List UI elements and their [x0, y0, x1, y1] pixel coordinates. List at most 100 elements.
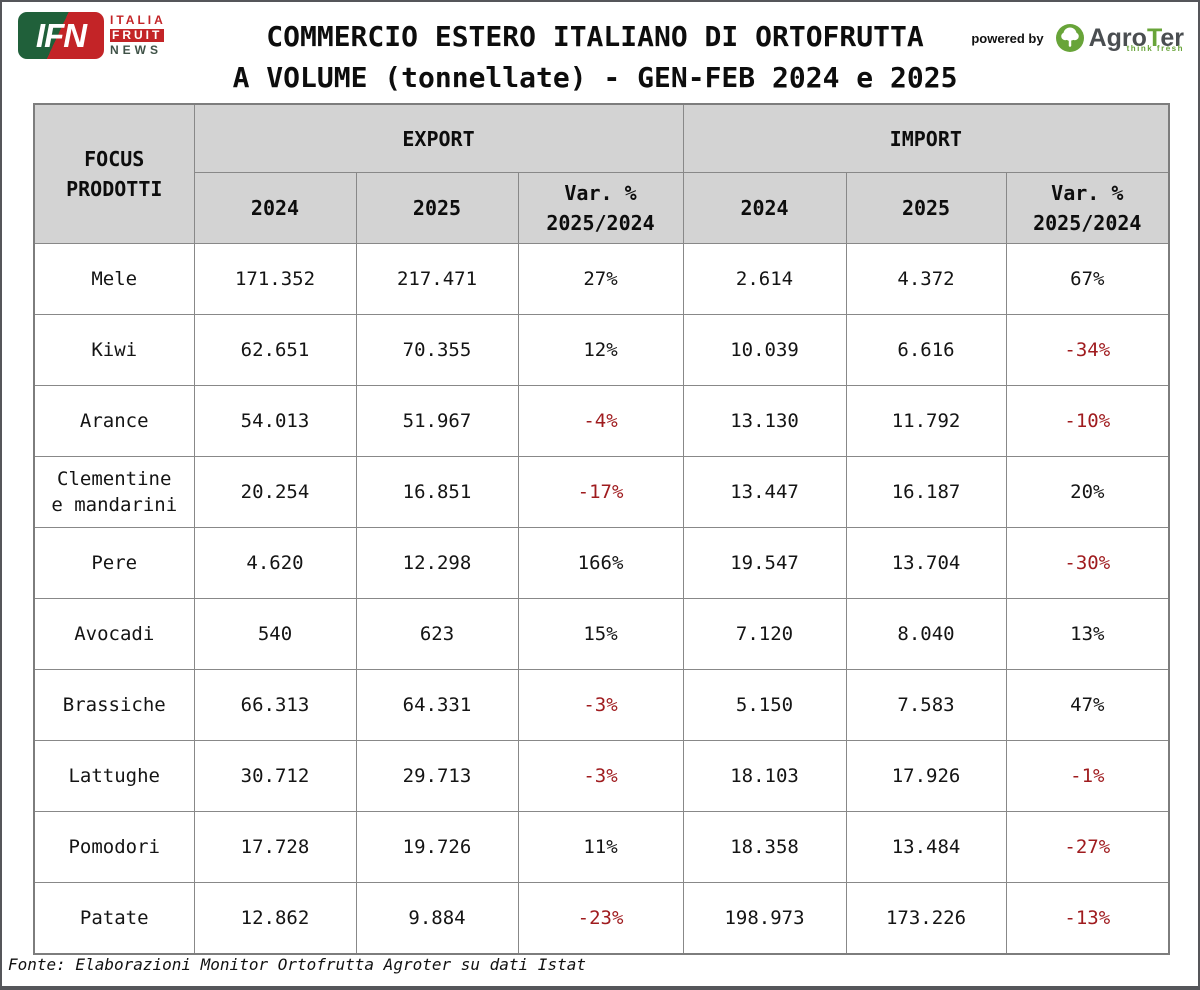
ifn-italia-label: ITALIA: [110, 13, 166, 27]
header-bar: IFN ITALIA FRUIT NEWS COMMERCIO ESTERO I…: [2, 2, 1198, 103]
table-row: Arance 54.013 51.967 -4% 13.130 11.792 -…: [33, 385, 1170, 457]
export-var-cell: 15%: [517, 598, 684, 670]
export-2025-cell: 51.967: [355, 385, 519, 457]
import-2025-cell: 173.226: [845, 882, 1007, 955]
export-2025-header: 2025: [355, 172, 519, 244]
table-row: Avocadi 540 623 15% 7.120 8.040 13%: [33, 598, 1170, 670]
import-2024-cell: 7.120: [682, 598, 847, 670]
product-cell: Avocadi: [33, 598, 195, 670]
import-var-cell: -30%: [1005, 527, 1170, 599]
export-2024-cell: 12.862: [193, 882, 357, 955]
page-title-block: COMMERCIO ESTERO ITALIANO DI ORTOFRUTTA …: [182, 16, 1008, 98]
agroter-tree-icon: [1055, 24, 1084, 52]
ifn-news-label: NEWS: [110, 43, 162, 57]
product-cell: Brassiche: [33, 669, 195, 741]
table-row: Lattughe 30.712 29.713 -3% 18.103 17.926…: [33, 740, 1170, 812]
agroter-wordmark: AgroTer think fresh: [1088, 23, 1184, 53]
import-2024-cell: 13.447: [682, 456, 847, 528]
table-row: Mele 171.352 217.471 27% 2.614 4.372 67%: [33, 243, 1170, 315]
import-2024-cell: 10.039: [682, 314, 847, 386]
import-2024-header: 2024: [682, 172, 847, 244]
ifn-wordmark: ITALIA FRUIT NEWS: [110, 14, 166, 57]
import-2025-cell: 11.792: [845, 385, 1007, 457]
ifn-badge-icon: IFN: [18, 12, 104, 59]
export-2024-cell: 20.254: [193, 456, 357, 528]
product-cell: Pomodori: [33, 811, 195, 883]
export-var-cell: -3%: [517, 669, 684, 741]
import-2025-cell: 16.187: [845, 456, 1007, 528]
page-subtitle: A VOLUME (tonnellate) - GEN-FEB 2024 e 2…: [232, 61, 958, 94]
export-2025-cell: 19.726: [355, 811, 519, 883]
export-2024-cell: 54.013: [193, 385, 357, 457]
sub-header-row: 2024 2025 Var. % 2025/2024 2024 2025 Var…: [34, 172, 1170, 244]
export-2025-cell: 12.298: [355, 527, 519, 599]
export-2024-cell: 66.313: [193, 669, 357, 741]
import-2024-cell: 18.103: [682, 740, 847, 812]
table-row: Clementine e mandarini 20.254 16.851 -17…: [33, 456, 1170, 528]
table-body: Mele 171.352 217.471 27% 2.614 4.372 67%…: [33, 243, 1170, 955]
ifn-fruit-label: FRUIT: [110, 28, 165, 42]
import-2025-cell: 8.040: [845, 598, 1007, 670]
import-var-header: Var. % 2025/2024: [1005, 172, 1170, 244]
table-row: Pomodori 17.728 19.726 11% 18.358 13.484…: [33, 811, 1170, 883]
import-2024-cell: 5.150: [682, 669, 847, 741]
export-2025-cell: 623: [355, 598, 519, 670]
import-2025-cell: 4.372: [845, 243, 1007, 315]
page-title: COMMERCIO ESTERO ITALIANO DI ORTOFRUTTA: [266, 20, 924, 53]
export-2025-cell: 29.713: [355, 740, 519, 812]
export-var-cell: 27%: [517, 243, 684, 315]
agroter-tagline: think fresh: [1126, 43, 1184, 53]
export-2025-cell: 64.331: [355, 669, 519, 741]
ifn-logo: IFN ITALIA FRUIT NEWS: [18, 12, 166, 59]
export-2024-cell: 17.728: [193, 811, 357, 883]
export-var-cell: 11%: [517, 811, 684, 883]
agroter-er-label: er: [1160, 23, 1184, 52]
trade-table: FOCUS PRODOTTI EXPORT IMPORT 2024 2025 V…: [33, 103, 1171, 955]
export-var-cell: -23%: [517, 882, 684, 955]
agroter-agro-label: Agro: [1088, 23, 1147, 52]
import-2025-cell: 13.484: [845, 811, 1007, 883]
product-cell: Clementine e mandarini: [33, 456, 195, 528]
export-2024-cell: 540: [193, 598, 357, 670]
agroter-t-label: T: [1146, 23, 1161, 52]
source-note: Fonte: Elaborazioni Monitor Ortofrutta A…: [8, 955, 586, 974]
table-row: Pere 4.620 12.298 166% 19.547 13.704 -30…: [33, 527, 1170, 599]
import-var-cell: -13%: [1005, 882, 1170, 955]
table-header: FOCUS PRODOTTI EXPORT IMPORT 2024 2025 V…: [33, 103, 1170, 244]
powered-by-label: powered by: [971, 30, 1044, 46]
export-2025-cell: 9.884: [355, 882, 519, 955]
export-group-header: EXPORT: [193, 103, 684, 173]
table-row: Brassiche 66.313 64.331 -3% 5.150 7.583 …: [33, 669, 1170, 741]
product-cell: Arance: [33, 385, 195, 457]
agroter-logo: powered by AgroTer think fresh: [971, 23, 1184, 53]
export-2024-cell: 62.651: [193, 314, 357, 386]
group-header-row: FOCUS PRODOTTI EXPORT IMPORT: [33, 103, 1170, 244]
export-2024-cell: 171.352: [193, 243, 357, 315]
export-var-cell: 166%: [517, 527, 684, 599]
import-group-header: IMPORT: [682, 103, 1170, 173]
product-cell: Pere: [33, 527, 195, 599]
product-cell: Kiwi: [33, 314, 195, 386]
export-var-cell: 12%: [517, 314, 684, 386]
table-row: Kiwi 62.651 70.355 12% 10.039 6.616 -34%: [33, 314, 1170, 386]
export-var-cell: -17%: [517, 456, 684, 528]
product-cell: Lattughe: [33, 740, 195, 812]
import-var-cell: 47%: [1005, 669, 1170, 741]
export-2025-cell: 70.355: [355, 314, 519, 386]
export-var-header: Var. % 2025/2024: [517, 172, 684, 244]
export-var-cell: -3%: [517, 740, 684, 812]
product-cell: Patate: [33, 882, 195, 955]
import-2024-cell: 18.358: [682, 811, 847, 883]
import-var-cell: 20%: [1005, 456, 1170, 528]
import-2025-cell: 7.583: [845, 669, 1007, 741]
import-var-cell: -34%: [1005, 314, 1170, 386]
import-2024-cell: 19.547: [682, 527, 847, 599]
import-var-cell: 67%: [1005, 243, 1170, 315]
product-cell: Mele: [33, 243, 195, 315]
export-2024-cell: 30.712: [193, 740, 357, 812]
export-2024-cell: 4.620: [193, 527, 357, 599]
import-var-cell: -10%: [1005, 385, 1170, 457]
import-2025-cell: 13.704: [845, 527, 1007, 599]
focus-prodotti-header: FOCUS PRODOTTI: [33, 103, 195, 244]
import-2024-cell: 198.973: [682, 882, 847, 955]
